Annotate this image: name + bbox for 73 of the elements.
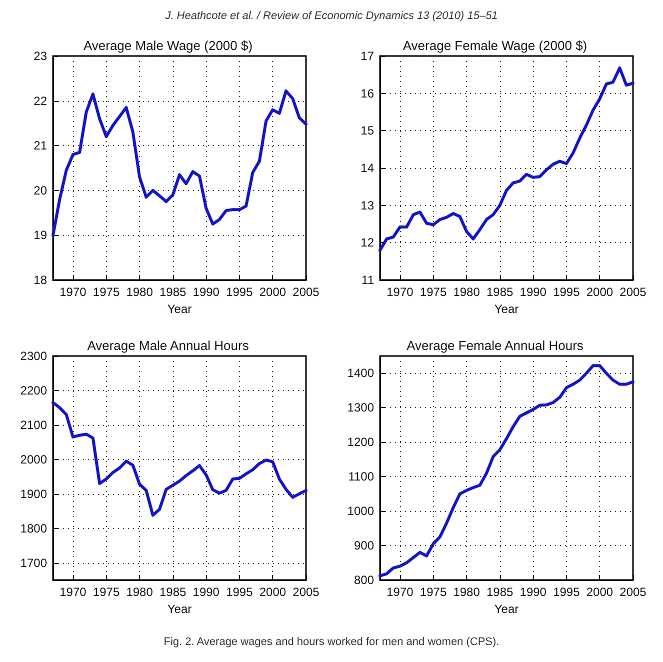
x-tick-label: 1970 — [60, 285, 87, 299]
x-tick-label: 2005 — [620, 585, 647, 599]
y-tick-label: 2100 — [20, 418, 48, 432]
y-tick-label: 1100 — [348, 470, 374, 484]
line-series — [52, 401, 308, 517]
y-tick-label: 17 — [360, 49, 374, 63]
x-tick-label: 1990 — [520, 585, 547, 599]
x-tick-label: 1975 — [92, 285, 120, 299]
x-tick-label: 1995 — [226, 585, 254, 599]
y-tick-label: 18 — [34, 273, 48, 287]
y-tick-label: 1900 — [20, 486, 48, 501]
y-tick-label: 2200 — [20, 383, 48, 398]
y-tick-label: 800 — [354, 573, 374, 587]
x-axis-title: Year — [167, 602, 192, 616]
x-tick-label: 1985 — [159, 285, 187, 299]
y-tick-label: 13 — [360, 198, 374, 212]
y-tick-label: 15 — [360, 124, 374, 138]
x-tick-label: 2005 — [620, 285, 647, 299]
x-tick-label: 1980 — [126, 585, 154, 599]
x-tick-label: 1990 — [192, 585, 220, 599]
y-tick-label: 1400 — [347, 366, 374, 380]
y-tick-label: 12 — [360, 236, 374, 250]
x-tick-label: 2000 — [586, 585, 614, 599]
text: J. Heathcote et al. / Review of Economic Dynamics 13 (2010) 15–51 — [165, 10, 498, 22]
x-tick-label: 1995 — [553, 585, 580, 599]
x-tick-label: 1980 — [453, 585, 480, 599]
x-tick-label: 1980 — [453, 285, 480, 299]
x-tick-label: 1995 — [226, 285, 254, 299]
x-tick-label: 1990 — [520, 285, 547, 299]
x-tick-label: 2005 — [292, 285, 320, 299]
y-tick-label: 16 — [360, 86, 374, 100]
y-tick-label: 21 — [34, 138, 48, 153]
x-tick-label: 1970 — [386, 285, 414, 299]
y-tick-label: 1800 — [20, 521, 48, 536]
y-tick-label: 1000 — [347, 504, 374, 518]
x-tick-label: 1990 — [192, 285, 220, 299]
chart-title: Average Male Wage (2000 $) — [83, 38, 253, 53]
x-axis-title: Year — [494, 602, 519, 616]
x-tick-label: 1975 — [420, 285, 447, 299]
chart-title: Average Male Annual Hours — [87, 338, 250, 353]
x-tick-label: 1975 — [92, 585, 120, 599]
line-series — [378, 364, 634, 578]
y-tick-label: 2300 — [20, 349, 48, 363]
x-tick-label: 2005 — [292, 585, 320, 599]
y-tick-label: 1700 — [20, 556, 48, 570]
x-axis-title: Year — [494, 302, 519, 316]
x-tick-label: 1970 — [60, 585, 87, 599]
chart-title: Average Female Wage (2000 $) — [402, 38, 588, 53]
y-tick-label: 11 — [362, 273, 374, 287]
x-tick-label: 1995 — [553, 285, 580, 299]
y-tick-label: 14 — [360, 161, 374, 175]
x-tick-label: 2000 — [259, 585, 286, 599]
caption: Fig. 2. Average wages and hours worked for men and women (CPS). — [164, 636, 500, 648]
y-tick-label: 19 — [34, 228, 48, 242]
x-tick-label: 1975 — [420, 585, 447, 599]
x-axis-title: Year — [167, 302, 192, 316]
x-tick-label: 1970 — [386, 585, 414, 599]
x-tick-label: 1980 — [126, 285, 154, 299]
y-tick-label: 2000 — [20, 452, 48, 466]
y-tick-label: 900 — [354, 538, 374, 553]
y-tick-label: 20 — [34, 183, 48, 198]
x-tick-label: 1985 — [486, 285, 514, 299]
x-tick-label: 1985 — [486, 585, 514, 599]
y-tick-label: 22 — [34, 94, 48, 108]
line-series — [378, 66, 634, 252]
line-series — [52, 89, 308, 237]
chart-title: Average Female Annual Hours — [406, 338, 584, 353]
y-tick-label: 1300 — [347, 400, 374, 415]
x-tick-label: 1985 — [159, 585, 187, 599]
y-tick-label: 23 — [34, 49, 48, 63]
x-tick-label: 2000 — [259, 285, 286, 299]
y-tick-label: 1200 — [347, 435, 374, 450]
x-tick-label: 2000 — [586, 285, 614, 299]
